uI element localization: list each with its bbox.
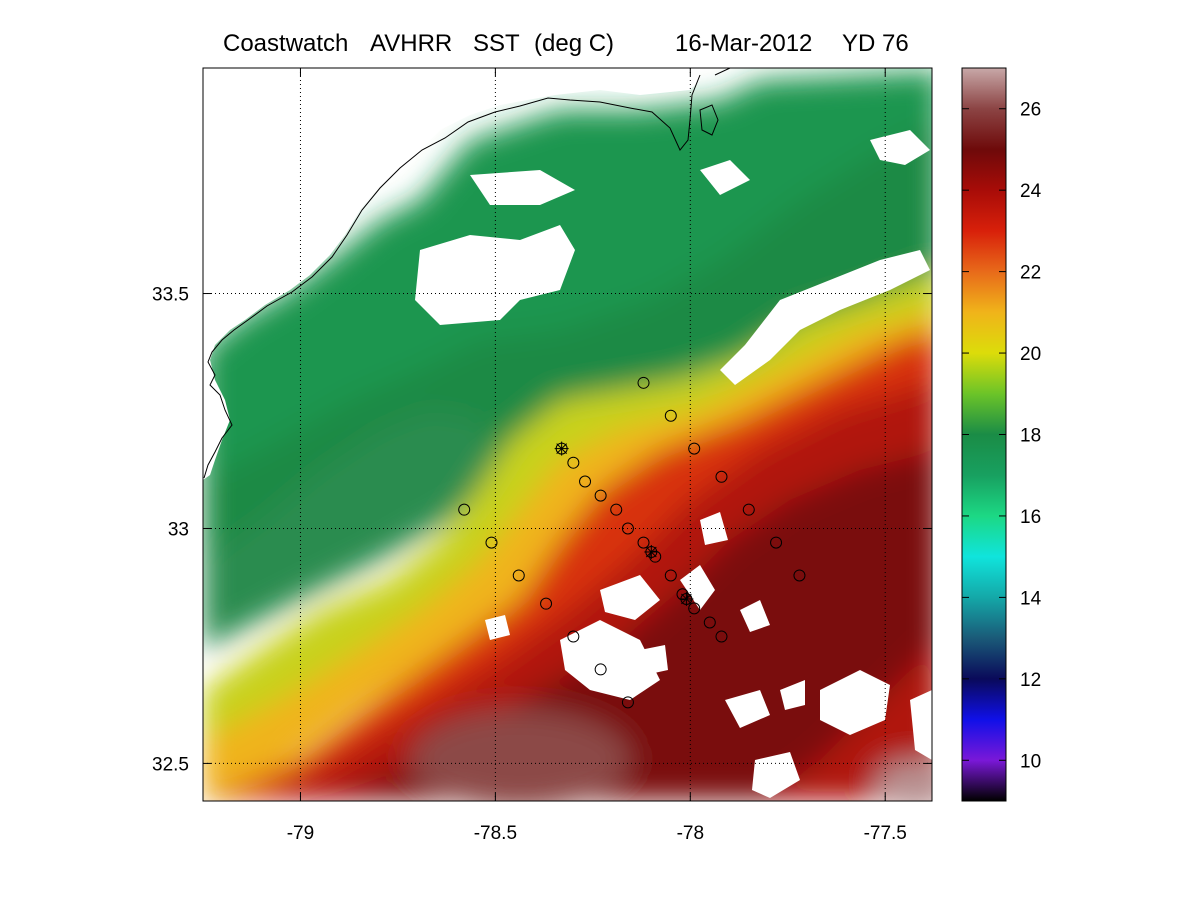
colorbar-tick-label: 10 (1020, 751, 1041, 772)
station-star-marker (644, 544, 659, 559)
station-marker (485, 536, 498, 549)
station-marker (742, 503, 755, 516)
x-tick-label: -78.5 (474, 823, 517, 844)
station-marker (637, 536, 650, 549)
colorbar-tick-label: 16 (1020, 507, 1041, 528)
station-marker (610, 503, 623, 516)
y-tick-label: 33.5 (152, 285, 189, 306)
coastline (203, 74, 701, 479)
station-marker (594, 489, 607, 502)
station-marker (567, 630, 580, 643)
title-yearday: YD 76 (842, 30, 909, 57)
station-marker (703, 616, 716, 629)
title-date: 16-Mar-2012 (675, 30, 813, 57)
station-marker (567, 456, 580, 469)
x-tick-label: -77.5 (864, 823, 907, 844)
grid-lines (203, 68, 932, 801)
station-marker (594, 663, 607, 676)
x-tick-label: -78 (677, 823, 704, 844)
cloud-mask (415, 130, 932, 798)
station-marker (664, 409, 677, 422)
colorbar-tick-label: 20 (1020, 344, 1041, 365)
sst-warm-patch-ne (875, 760, 932, 801)
station-marker (676, 588, 689, 601)
station-marker (793, 569, 806, 582)
station-marker (664, 569, 677, 582)
station-marker (715, 470, 728, 483)
station-star-marker (554, 441, 569, 456)
x-tick-label: -79 (287, 823, 314, 844)
station-marker (540, 597, 553, 610)
station-marker (637, 376, 650, 389)
chart-title: Coastwatch AVHRR SST (deg C) 16-Mar-2012… (0, 30, 1200, 60)
station-marker (688, 442, 701, 455)
colorbar-tick-label: 14 (1020, 588, 1042, 609)
station-marker (770, 536, 783, 549)
station-marker (688, 602, 701, 615)
colorbar-tick-label: 18 (1020, 426, 1041, 447)
sst-field (203, 68, 932, 801)
station-marker (579, 475, 592, 488)
land-mass (203, 68, 700, 480)
station-marker (621, 696, 634, 709)
station-marker (621, 522, 634, 535)
station-star-marker (679, 591, 694, 606)
title-sensor: AVHRR (370, 30, 453, 57)
station-marker (458, 503, 471, 516)
colorbar-ticks: 10 12 14 16 18 20 22 24 26 (962, 100, 1042, 772)
sst-warm-patch (410, 710, 630, 801)
station-marker (512, 569, 525, 582)
title-product: SST (473, 30, 520, 57)
title-source: Coastwatch (223, 30, 349, 57)
station-marker (649, 550, 662, 563)
coastline-island (699, 68, 731, 136)
station-markers (458, 376, 806, 709)
colorbar-tick-label: 24 (1020, 181, 1042, 202)
map-frame (202, 67, 933, 802)
sst-band-24 (330, 452, 932, 801)
y-tick-label: 32.5 (152, 754, 189, 775)
colorbar (961, 67, 1007, 802)
colorbar-tick-label: 12 (1020, 670, 1041, 691)
colorbar-tick-label: 22 (1020, 263, 1041, 284)
title-units: (deg C) (534, 30, 615, 57)
station-marker (715, 630, 728, 643)
sst-band-18b (203, 410, 500, 650)
colorbar-tick-label: 26 (1020, 100, 1041, 121)
y-tick-label: 33 (168, 519, 189, 540)
axis-ticks: -79 -78.5 -78 -77.5 32.5 33 33.5 (152, 68, 932, 844)
